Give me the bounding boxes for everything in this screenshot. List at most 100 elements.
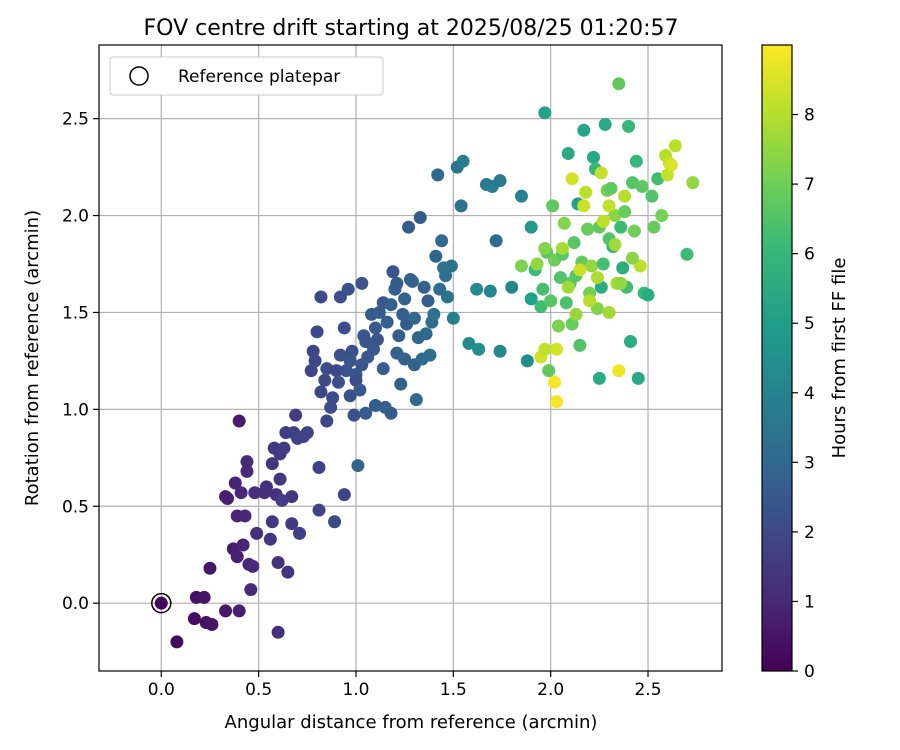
data-point bbox=[602, 199, 616, 213]
data-point bbox=[565, 172, 579, 186]
data-point bbox=[493, 174, 507, 188]
data-point bbox=[444, 259, 458, 273]
y-tick-label: 1.5 bbox=[62, 303, 89, 323]
data-point bbox=[370, 333, 384, 347]
data-point bbox=[590, 271, 604, 285]
data-point bbox=[538, 106, 552, 120]
y-tick-label: 2.5 bbox=[62, 110, 89, 130]
plot-area: 0.0 0.5 1.0 1.5 2.0 2.5 0.0 0.5 1.0 1.5 2.0 2.5 bbox=[62, 44, 723, 700]
data-point bbox=[293, 526, 307, 540]
data-point bbox=[534, 300, 548, 314]
data-point bbox=[446, 311, 460, 325]
data-point bbox=[631, 371, 645, 385]
data-point bbox=[409, 393, 423, 407]
data-point bbox=[320, 362, 334, 376]
data-point bbox=[551, 319, 565, 333]
data-point bbox=[583, 294, 597, 308]
data-point bbox=[205, 617, 219, 631]
data-point bbox=[627, 224, 641, 238]
data-point bbox=[483, 284, 497, 298]
colorbar-tick-label: 3 bbox=[804, 453, 815, 473]
data-point bbox=[505, 280, 519, 294]
data-point bbox=[489, 234, 503, 248]
data-point bbox=[594, 166, 608, 180]
data-point bbox=[277, 441, 291, 455]
data-point bbox=[331, 375, 345, 389]
data-point bbox=[635, 179, 649, 193]
data-point bbox=[263, 532, 277, 546]
data-point bbox=[341, 282, 355, 296]
data-point bbox=[612, 77, 626, 91]
data-point bbox=[343, 354, 357, 368]
y-axis-label: Rotation from reference (arcmin) bbox=[22, 210, 43, 506]
y-tick-label: 2.0 bbox=[62, 207, 89, 227]
data-point bbox=[612, 364, 626, 378]
data-point bbox=[220, 492, 234, 506]
data-point bbox=[686, 176, 700, 190]
data-point bbox=[561, 280, 575, 294]
data-point bbox=[271, 625, 285, 639]
colorbar-tick-label: 7 bbox=[804, 175, 815, 195]
data-point bbox=[402, 220, 416, 234]
data-point bbox=[555, 241, 569, 255]
data-point bbox=[647, 220, 661, 234]
data-point bbox=[602, 305, 616, 319]
y-axis-ticks: 0.0 0.5 1.0 1.5 2.0 2.5 bbox=[62, 110, 99, 614]
data-point bbox=[187, 612, 201, 626]
data-point bbox=[407, 311, 421, 325]
data-point bbox=[429, 249, 443, 263]
data-point bbox=[386, 265, 400, 279]
data-point bbox=[680, 247, 694, 261]
data-point bbox=[622, 119, 636, 133]
data-point bbox=[384, 406, 398, 420]
data-point bbox=[343, 389, 357, 403]
data-point bbox=[421, 294, 435, 308]
data-point bbox=[596, 257, 610, 271]
x-axis-label: Angular distance from reference (arcmin) bbox=[225, 712, 598, 733]
data-point bbox=[550, 395, 564, 409]
data-point bbox=[456, 154, 470, 168]
data-point bbox=[651, 172, 665, 186]
data-point bbox=[625, 176, 639, 190]
data-point bbox=[333, 348, 347, 362]
x-tick-label: 2.5 bbox=[634, 680, 661, 700]
data-point bbox=[664, 158, 678, 172]
legend-entry-label: Reference platepar bbox=[178, 67, 340, 87]
data-point bbox=[536, 282, 550, 296]
data-point bbox=[598, 117, 612, 131]
data-point bbox=[645, 189, 659, 203]
data-point bbox=[548, 375, 562, 389]
data-point bbox=[265, 457, 279, 471]
data-point bbox=[553, 271, 567, 285]
data-point bbox=[273, 472, 287, 486]
data-point bbox=[419, 327, 433, 341]
data-point bbox=[312, 461, 326, 475]
data-point bbox=[577, 123, 591, 137]
data-point bbox=[355, 276, 369, 290]
colorbar-ticks: 0 1 2 3 4 5 6 7 8 bbox=[792, 106, 815, 682]
legend: Reference platepar bbox=[109, 56, 384, 96]
data-point bbox=[577, 199, 591, 213]
data-point bbox=[550, 342, 564, 356]
data-point bbox=[244, 583, 258, 597]
colorbar-frame bbox=[761, 44, 793, 672]
data-point bbox=[328, 515, 342, 529]
data-point bbox=[232, 604, 246, 618]
data-point bbox=[384, 298, 398, 312]
data-point bbox=[546, 199, 560, 213]
data-point bbox=[596, 214, 610, 228]
y-tick-label: 0.0 bbox=[62, 594, 89, 614]
data-point bbox=[655, 209, 669, 223]
data-point bbox=[423, 348, 437, 362]
x-tick-label: 0.5 bbox=[245, 680, 272, 700]
data-point bbox=[236, 538, 250, 552]
data-point bbox=[557, 216, 571, 230]
data-point bbox=[538, 241, 552, 255]
data-point bbox=[530, 257, 544, 271]
data-point bbox=[345, 344, 359, 358]
data-point bbox=[228, 476, 242, 490]
plot-frame bbox=[98, 44, 723, 672]
data-point bbox=[380, 315, 394, 329]
data-point bbox=[616, 261, 630, 275]
